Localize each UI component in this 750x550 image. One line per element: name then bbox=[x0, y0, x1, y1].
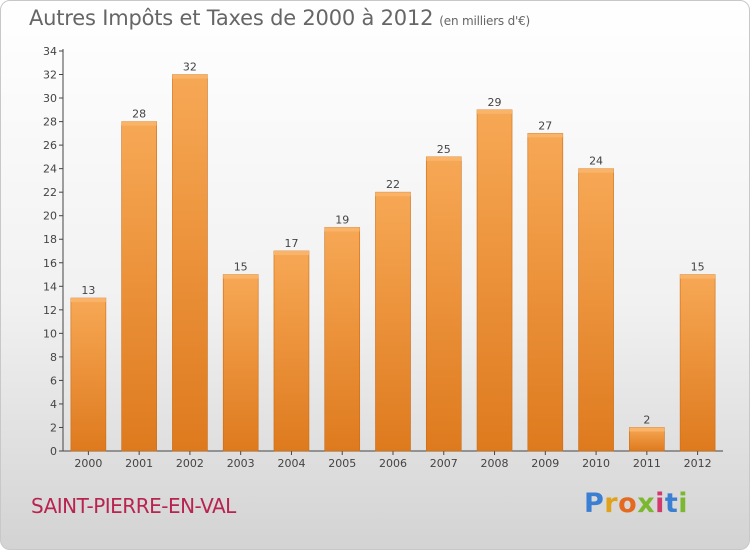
x-tick-label: 2011 bbox=[633, 457, 661, 470]
bar bbox=[425, 156, 462, 452]
bar bbox=[222, 274, 259, 452]
data-label: 2 bbox=[643, 413, 650, 426]
proxiti-logo: Proxiti bbox=[584, 488, 688, 519]
bar-top bbox=[223, 274, 259, 279]
data-label: 32 bbox=[183, 61, 197, 74]
y-tick-label: 16 bbox=[43, 257, 57, 270]
y-tick-label: 0 bbox=[50, 445, 57, 458]
y-tick-label: 4 bbox=[50, 398, 57, 411]
x-tick-label: 2001 bbox=[125, 457, 153, 470]
x-tick-label: 2004 bbox=[277, 457, 305, 470]
chart-title: Autres Impôts et Taxes de 2000 à 2012 (en… bbox=[29, 6, 530, 30]
data-label: 25 bbox=[437, 143, 451, 156]
bar bbox=[578, 168, 614, 452]
data-label: 15 bbox=[234, 261, 248, 274]
logo-letter: r bbox=[604, 488, 619, 519]
title-text: Autres Impôts et Taxes de 2000 à 2012 bbox=[29, 6, 434, 30]
logo-letter: x bbox=[637, 488, 656, 519]
x-tick-label: 2003 bbox=[227, 457, 255, 470]
bar-top bbox=[680, 274, 716, 279]
data-label: 24 bbox=[589, 155, 603, 168]
y-tick-label: 6 bbox=[50, 374, 57, 387]
data-label: 19 bbox=[335, 213, 349, 226]
y-tick-label: 26 bbox=[43, 139, 57, 152]
bar bbox=[375, 191, 411, 452]
data-label: 28 bbox=[132, 108, 146, 121]
bar-top bbox=[477, 109, 513, 114]
y-tick-label: 34 bbox=[43, 45, 57, 58]
data-label: 22 bbox=[386, 178, 400, 191]
data-label: 17 bbox=[284, 237, 298, 250]
x-tick-label: 2002 bbox=[176, 457, 204, 470]
bar-top bbox=[629, 427, 665, 432]
logo-letter: t bbox=[664, 488, 679, 519]
y-tick-label: 14 bbox=[43, 280, 57, 293]
bar-top bbox=[578, 168, 614, 173]
bar bbox=[527, 133, 564, 452]
bar bbox=[121, 121, 157, 452]
y-tick-label: 22 bbox=[43, 186, 57, 199]
bar-top bbox=[70, 298, 106, 303]
bar bbox=[324, 227, 361, 452]
y-tick-label: 24 bbox=[43, 163, 57, 176]
data-label: 27 bbox=[538, 119, 552, 132]
bar bbox=[172, 74, 208, 452]
x-tick-label: 2000 bbox=[74, 457, 102, 470]
bar-top bbox=[324, 227, 360, 232]
x-tick-label: 2005 bbox=[328, 457, 356, 470]
y-tick-label: 28 bbox=[43, 116, 57, 129]
x-tick-label: 2009 bbox=[531, 457, 559, 470]
data-label: 15 bbox=[691, 261, 705, 274]
bar bbox=[679, 274, 716, 452]
x-tick-label: 2010 bbox=[582, 457, 610, 470]
commune-name: SAINT-PIERRE-EN-VAL bbox=[31, 494, 236, 518]
title-unit: (en milliers d'€) bbox=[439, 14, 531, 28]
bar-top bbox=[121, 121, 157, 126]
data-label: 29 bbox=[488, 96, 502, 109]
bar-top bbox=[273, 251, 309, 255]
x-tick-label: 2008 bbox=[481, 457, 509, 470]
logo-letter: i bbox=[655, 488, 665, 519]
y-tick-label: 8 bbox=[50, 351, 57, 364]
y-tick-label: 18 bbox=[43, 233, 57, 246]
bar bbox=[476, 109, 513, 452]
bar-layer: 13 28 32 15 17 19 22 25 29 27 24 2 15 bbox=[70, 61, 716, 452]
bar-top bbox=[527, 133, 563, 138]
x-tick-label: 2007 bbox=[430, 457, 458, 470]
logo-letter: o bbox=[618, 488, 638, 519]
bar bbox=[70, 297, 107, 452]
y-tick-label: 20 bbox=[43, 210, 57, 223]
bar-top bbox=[375, 192, 411, 197]
x-tick-label: 2006 bbox=[379, 457, 407, 470]
bar-top bbox=[172, 74, 208, 79]
y-tick-label: 30 bbox=[43, 92, 57, 105]
data-label: 13 bbox=[81, 284, 95, 297]
x-tick-label: 2012 bbox=[684, 457, 712, 470]
logo-letter: i bbox=[678, 488, 689, 519]
bar bbox=[273, 250, 310, 452]
bar-top bbox=[426, 156, 462, 161]
y-tick-label: 12 bbox=[43, 304, 57, 317]
y-tick-label: 32 bbox=[43, 69, 57, 82]
y-tick-label: 10 bbox=[43, 327, 57, 340]
y-tick-label: 2 bbox=[50, 421, 57, 434]
logo-letter: P bbox=[584, 488, 605, 519]
